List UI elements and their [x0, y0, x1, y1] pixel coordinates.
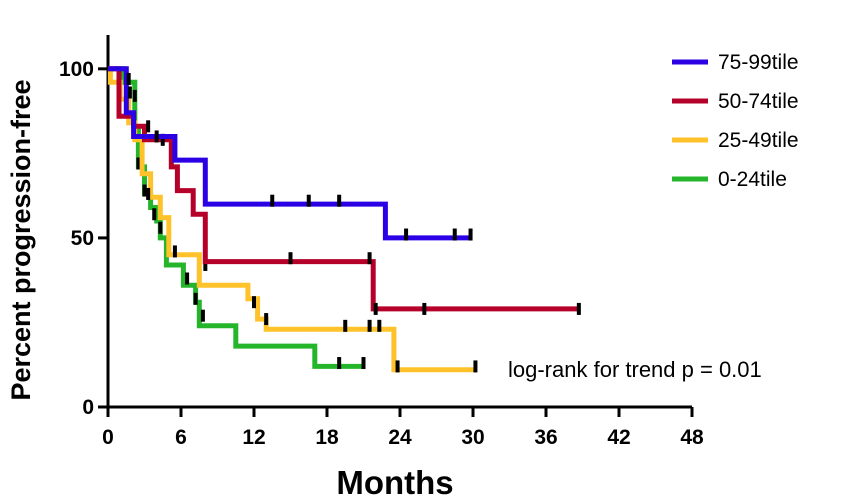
x-axis: 0 6 12 18 24 30 36 42 48: [102, 405, 704, 449]
legend-label: 50-74tile: [718, 90, 799, 113]
series-layer: [107, 66, 581, 373]
series-line-0-24tile: [108, 66, 364, 369]
x-tick-label: 18: [315, 426, 339, 449]
series-0-24tile: [108, 66, 366, 370]
x-tick-label: 12: [242, 426, 265, 449]
y-tick-label: 50: [71, 227, 94, 250]
x-tick-label: 42: [607, 426, 630, 449]
series-50-74tile: [108, 66, 581, 315]
y-tick-label: 100: [59, 58, 94, 81]
legend-label: 25-49tile: [718, 129, 799, 152]
x-axis-title: Months: [336, 464, 453, 501]
series-75-99tile: [108, 66, 473, 241]
series-line-75-99tile: [108, 66, 471, 241]
x-tick-label: 36: [534, 426, 557, 449]
x-tick-label: 6: [175, 426, 187, 449]
y-ticks: 0 50 100: [59, 58, 108, 419]
x-tick-label: 30: [461, 426, 484, 449]
x-tick-label: 0: [102, 426, 114, 449]
series-line-50-74tile: [108, 66, 579, 312]
y-axis: 0 50 100: [59, 35, 110, 419]
y-tick-label: 0: [82, 396, 94, 419]
x-tick-label: 24: [388, 426, 412, 449]
legend-label: 0-24tile: [718, 168, 787, 191]
log-rank-annotation: log-rank for trend p = 0.01: [508, 357, 762, 382]
legend: 75-99tile 50-74tile 25-49tile 0-24tile: [672, 51, 799, 191]
series-25-49tile: [107, 66, 478, 373]
x-ticks: 0 6 12 18 24 30 36 42 48: [102, 407, 704, 449]
legend-label: 75-99tile: [718, 51, 799, 74]
x-tick-label: 48: [680, 426, 704, 449]
series-line-25-49tile: [107, 66, 476, 373]
y-axis-title: Percent progression-free: [6, 79, 36, 400]
